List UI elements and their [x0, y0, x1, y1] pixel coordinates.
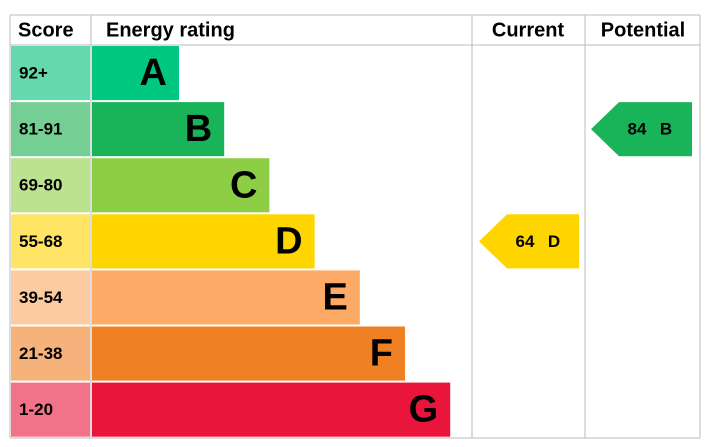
rating-bar: [92, 158, 270, 213]
header-score: Score: [18, 19, 74, 41]
potential-rating: B: [660, 120, 672, 139]
rating-letter: C: [230, 164, 257, 206]
rating-letter: A: [140, 52, 167, 94]
score-cell: [11, 270, 90, 325]
rating-letter: G: [409, 389, 439, 431]
rating-letter: D: [275, 220, 302, 262]
score-label: 1-20: [19, 400, 53, 419]
rating-bar: [92, 102, 225, 157]
rating-bar: [92, 382, 451, 437]
score-cell: [11, 102, 90, 157]
score-cell: [11, 158, 90, 213]
rating-letter: B: [185, 108, 212, 150]
rating-letter: F: [370, 333, 393, 375]
score-label: 55-68: [19, 232, 62, 251]
score-cell: [11, 46, 90, 101]
potential-score: 84: [628, 120, 647, 139]
header-potential: Potential: [601, 19, 685, 41]
rating-letter: E: [322, 276, 347, 318]
score-label: 69-80: [19, 176, 62, 195]
potential-arrow: [591, 102, 692, 157]
score-label: 92+: [19, 64, 48, 83]
current-rating: D: [548, 232, 560, 251]
score-cell: [11, 326, 90, 381]
header-current: Current: [492, 19, 565, 41]
rating-bar: [92, 214, 315, 269]
current-arrow: [479, 214, 579, 269]
header-rating: Energy rating: [106, 19, 235, 41]
rating-bar: [92, 270, 360, 325]
score-label: 21-38: [19, 344, 62, 363]
score-cell: [11, 382, 90, 437]
score-label: 39-54: [19, 288, 63, 307]
score-cell: [11, 214, 90, 269]
current-score: 64: [516, 232, 535, 251]
rating-bar: [92, 326, 405, 381]
rating-bar: [92, 46, 179, 101]
score-label: 81-91: [19, 120, 62, 139]
